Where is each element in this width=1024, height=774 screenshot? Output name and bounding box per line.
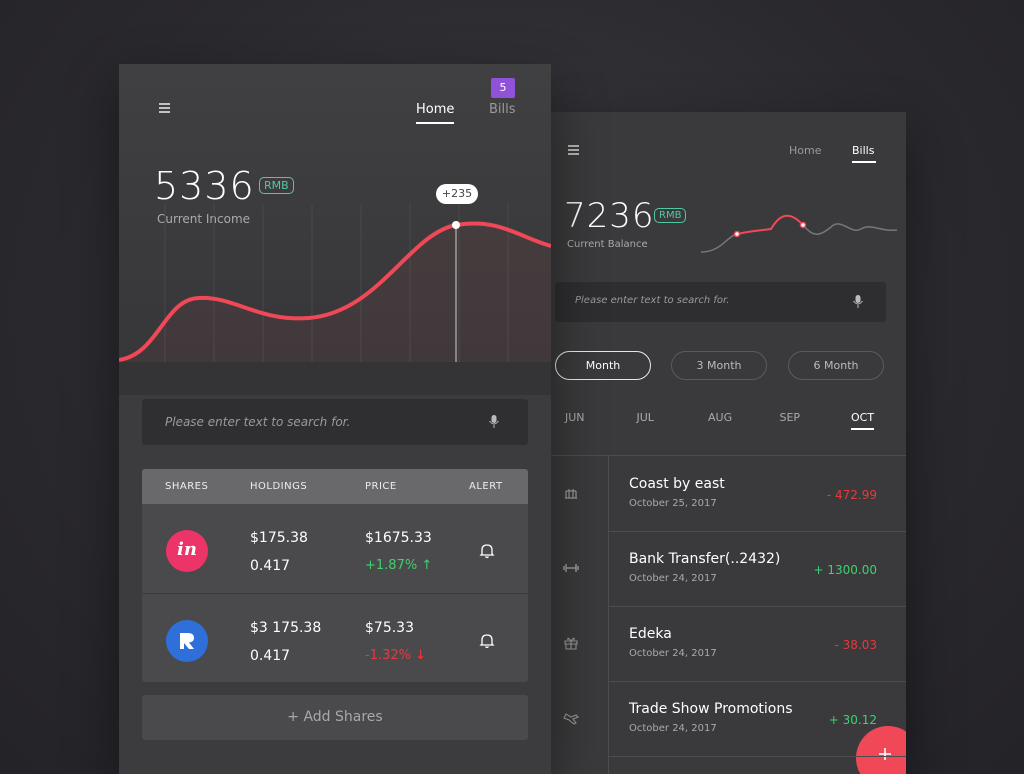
tab-bills[interactable]: Bills: [489, 102, 516, 117]
share-logo: in: [166, 530, 208, 572]
tab-home[interactable]: Home: [789, 144, 822, 157]
transaction-row[interactable]: Trade Show Promotions October 24, 2017 + 3…: [609, 682, 906, 757]
logo-glyph: [180, 633, 194, 649]
divider: [551, 455, 906, 456]
column-header: HOLDINGS: [250, 481, 308, 492]
income-chart: [119, 204, 551, 395]
search-box[interactable]: Please enter text to search for.: [142, 399, 528, 445]
category-icon: [564, 637, 578, 650]
shares-table: SHARES HOLDINGS PRICE ALERT in $175.38 0.417 $…: [142, 469, 528, 682]
search-placeholder: Please enter text to search for.: [165, 415, 351, 429]
transaction-row[interactable]: Bank Transfer(..2432) October 24, 2017 + 1…: [609, 532, 906, 607]
mic-icon[interactable]: [489, 415, 499, 429]
add-shares-button[interactable]: + Add Shares: [142, 695, 528, 740]
search-box[interactable]: Please enter text to search for.: [555, 282, 886, 322]
search-placeholder: Please enter text to search for.: [575, 295, 730, 306]
column-header: SHARES: [165, 481, 209, 492]
share-row[interactable]: in $175.38 0.417 $1675.33 +1.87% ↑: [142, 505, 528, 594]
tab-underline: [852, 161, 876, 163]
transaction-title: Edeka: [629, 626, 672, 642]
balance-label: Current Balance: [567, 239, 648, 250]
menu-icon[interactable]: [568, 145, 580, 155]
price-change: -1.32% ↓: [365, 648, 427, 663]
price-value: $1675.33: [365, 530, 432, 546]
transaction-row[interactable]: Edeka October 24, 2017 - 38.03: [609, 607, 906, 682]
bills-screen: Home Bills 7236 RMB Current Balance Plea…: [551, 112, 906, 774]
transaction-amount: - 472.99: [826, 488, 877, 502]
tab-home[interactable]: Home: [416, 102, 455, 117]
share-row[interactable]: $3 175.38 0.417 $75.33 -1.32% ↓: [142, 595, 528, 682]
month-tab[interactable]: JUN: [565, 411, 585, 424]
category-icon: [563, 713, 579, 725]
notification-badge: 5: [491, 78, 515, 98]
tab-underline: [416, 122, 454, 124]
currency-badge: RMB: [654, 208, 687, 223]
header-area: [119, 64, 551, 395]
column-header: ALERT: [469, 481, 503, 492]
transaction-date: October 24, 2017: [629, 723, 717, 734]
mini-chart: [700, 214, 898, 253]
mic-icon[interactable]: [853, 295, 863, 309]
column-header: PRICE: [365, 481, 397, 492]
transaction-amount: - 38.03: [834, 638, 878, 652]
price-change: +1.87% ↑: [365, 558, 433, 573]
home-screen: Home Bills 5 5336 RMB Current Income +23…: [119, 64, 551, 774]
period-button[interactable]: 3 Month: [671, 351, 767, 380]
alert-bell: [479, 634, 495, 649]
transaction-row[interactable]: Coast by east October 25, 2017 - 472.99: [609, 457, 906, 532]
balance-value: 7236: [564, 196, 655, 236]
period-button[interactable]: Month: [555, 351, 651, 380]
period-button[interactable]: 6 Month: [788, 351, 884, 380]
holdings-amount: 0.417: [250, 648, 291, 664]
transaction-title: Trade Show Promotions: [629, 701, 793, 717]
share-logo: [166, 620, 208, 662]
button-label: + Add Shares: [287, 709, 383, 725]
category-icon: [563, 564, 579, 572]
holdings-value: $175.38: [250, 530, 308, 546]
transaction-title: Coast by east: [629, 476, 725, 492]
month-tab[interactable]: OCT: [851, 411, 875, 430]
holdings-amount: 0.417: [250, 558, 291, 574]
month-tab[interactable]: JUL: [636, 411, 654, 424]
table-header: SHARES HOLDINGS PRICE ALERT: [142, 469, 528, 504]
transaction-amount: + 1300.00: [813, 563, 878, 577]
income-label: Current Income: [157, 212, 251, 226]
transaction-date: October 24, 2017: [629, 573, 717, 584]
menu-icon[interactable]: [159, 103, 171, 113]
tab-bills[interactable]: Bills: [852, 144, 875, 157]
chart-tooltip: +235: [436, 184, 478, 204]
alert-bell: [479, 544, 495, 559]
category-icon: [565, 489, 577, 499]
transaction-amount: + 30.12: [828, 713, 877, 727]
transaction-title: Bank Transfer(..2432): [629, 551, 781, 567]
income-value: 5336: [154, 164, 255, 208]
month-tab[interactable]: AUG: [708, 411, 733, 424]
transaction-date: October 24, 2017: [629, 648, 717, 659]
divider: [608, 455, 609, 774]
holdings-value: $3 175.38: [250, 620, 322, 636]
month-tab[interactable]: SEP: [779, 411, 801, 424]
currency-badge: RMB: [259, 177, 294, 194]
price-value: $75.33: [365, 620, 414, 636]
transaction-date: October 25, 2017: [629, 498, 717, 509]
